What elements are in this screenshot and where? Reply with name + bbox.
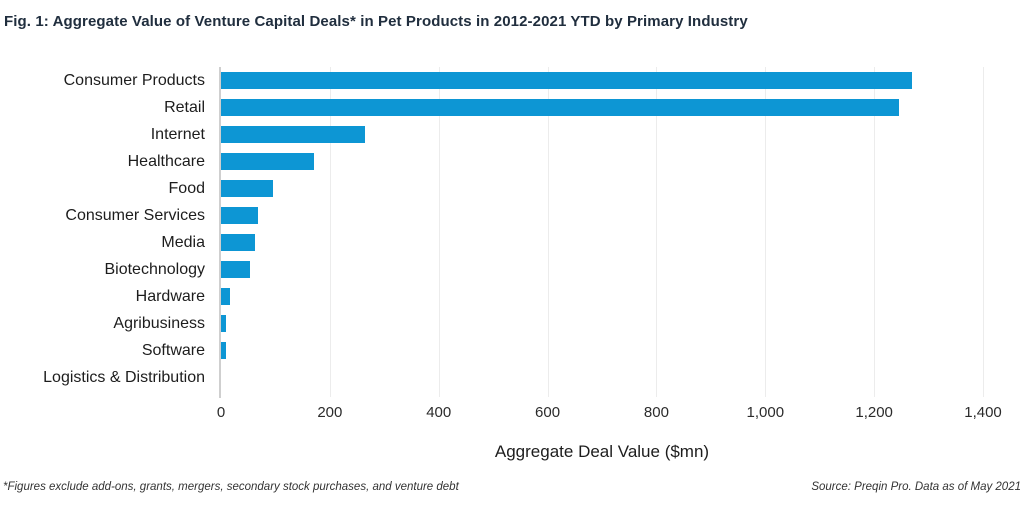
- gridline: [547, 67, 549, 397]
- x-tick-label: 1,400: [964, 404, 1002, 421]
- x-tick-label: 1,200: [855, 404, 893, 421]
- x-tick-label: 600: [535, 404, 561, 421]
- bar-row: [221, 148, 983, 175]
- category-label: Media: [161, 234, 205, 251]
- bar-row: [221, 364, 983, 391]
- category-labels: Consumer Products Retail Internet Healthcar…: [0, 67, 205, 391]
- bars: [221, 67, 983, 391]
- bar: [221, 126, 366, 143]
- category-label: Software: [141, 342, 205, 359]
- bar: [221, 261, 250, 278]
- bar-row: [221, 283, 983, 310]
- bar: [221, 207, 258, 224]
- category-label: Agribusiness: [113, 315, 205, 332]
- bar-row: [221, 229, 983, 256]
- bar: [221, 99, 899, 116]
- x-axis-title: Aggregate Deal Value ($mn): [494, 442, 710, 461]
- gridlines: [219, 67, 984, 398]
- bar-row: [221, 67, 983, 94]
- y-axis-line: [219, 67, 221, 398]
- plot-area: [219, 67, 984, 398]
- bar-row: [221, 94, 983, 121]
- bar-row: [221, 256, 983, 283]
- chart-title: Fig. 1: Aggregate Value of Venture Capit…: [4, 13, 748, 30]
- category-label: Food: [168, 180, 205, 197]
- footnote-left: *Figures exclude add-ons, grants, merger…: [3, 481, 459, 493]
- category-label: Biotechnology: [104, 261, 205, 278]
- gridline: [765, 67, 767, 397]
- bar-row: [221, 310, 983, 337]
- bar-row: [221, 202, 983, 229]
- gridline: [656, 67, 658, 397]
- category-label: Internet: [150, 126, 205, 143]
- gridline: [983, 67, 984, 397]
- category-label: Healthcare: [127, 153, 205, 170]
- bar-row: [221, 337, 983, 364]
- gridline: [874, 67, 876, 397]
- x-tick-label: 0: [216, 404, 226, 421]
- bar: [221, 72, 913, 89]
- bar: [221, 342, 226, 359]
- x-axis-ticks: 0 200 400 600 800 1,000 1,200 1,400: [217, 404, 1002, 424]
- category-label: Logistics & Distribution: [43, 369, 205, 386]
- bar: [221, 153, 314, 170]
- category-label: Retail: [164, 99, 205, 116]
- x-tick-label: 200: [317, 404, 343, 421]
- x-tick-label: 1,000: [746, 404, 785, 421]
- category-label: Consumer Products: [63, 72, 205, 89]
- bar: [221, 180, 273, 197]
- gridline: [438, 67, 440, 397]
- gridline: [329, 67, 331, 397]
- bar: [221, 315, 227, 332]
- footnote-right: Source: Preqin Pro. Data as of May 2021: [811, 481, 1021, 493]
- category-label: Consumer Services: [65, 207, 205, 224]
- bar-row: [221, 175, 983, 202]
- x-tick-label: 800: [643, 404, 669, 421]
- category-label: Hardware: [135, 288, 205, 305]
- x-tick-label: 400: [426, 404, 452, 421]
- bar: [221, 234, 256, 251]
- bar-row: [221, 121, 983, 148]
- bar: [221, 288, 230, 305]
